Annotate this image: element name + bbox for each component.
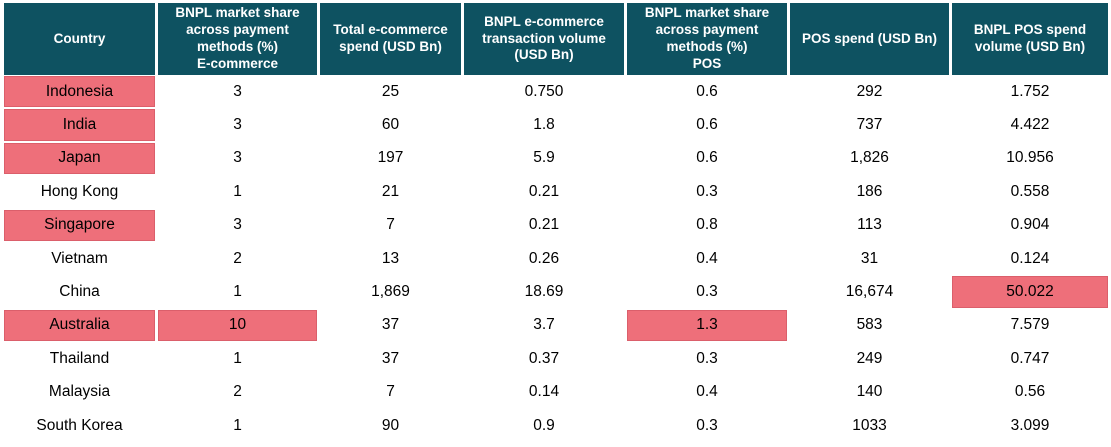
table-body: Indonesia 3 25 0.750 0.6 292 1.752 India 3 60 1.8 0…	[4, 75, 1108, 442]
value-cell: 0.26	[528, 249, 560, 267]
value-cell: 186	[856, 182, 883, 200]
table-row: Japan 3 197 5.9 0.6 1,826 10.956	[4, 142, 1108, 175]
value-cell: 197	[377, 149, 404, 167]
value-cell: 583	[856, 316, 883, 334]
value-cell: 7.579	[1010, 316, 1050, 334]
value-cell: 1	[233, 283, 242, 301]
value-cell: 7	[386, 383, 395, 401]
country-cell: Vietnam	[51, 249, 108, 267]
value-cell: 3.7	[533, 316, 555, 334]
value-cell: 0.21	[528, 216, 560, 234]
table-row: Hong Kong 1 21 0.21 0.3 186 0.558	[4, 175, 1108, 208]
value-cell: 0.6	[696, 82, 718, 100]
value-cell: 2	[233, 249, 242, 267]
value-cell: 18.69	[524, 283, 564, 301]
table-row: Thailand 1 37 0.37 0.3 249 0.747	[4, 342, 1108, 375]
table-row: Indonesia 3 25 0.750 0.6 292 1.752	[4, 75, 1108, 108]
column-header-bnpl-pos-spend-volume: BNPL POS spend volume (USD Bn)	[952, 3, 1108, 75]
column-header-pos-spend: POS spend (USD Bn)	[790, 3, 949, 75]
value-cell: 0.904	[1010, 216, 1050, 234]
value-cell: 16,674	[845, 283, 894, 301]
value-cell: 1.3	[627, 309, 787, 342]
table-row: South Korea 1 90 0.9 0.3 1033 3.099	[4, 409, 1108, 442]
value-cell: 0.9	[533, 416, 555, 434]
value-cell: 0.4	[696, 383, 718, 401]
value-cell: 60	[381, 116, 400, 134]
value-cell: 3	[233, 149, 242, 167]
table-header-row: Country BNPL market share across payment…	[4, 3, 1108, 75]
table-row: India 3 60 1.8 0.6 737 4.422	[4, 108, 1108, 141]
value-cell: 0.6	[696, 116, 718, 134]
country-cell: Malaysia	[48, 383, 111, 401]
value-cell: 2	[233, 383, 242, 401]
column-header-total-ecommerce-spend: Total e-commerce spend (USD Bn)	[320, 3, 461, 75]
country-cell: South Korea	[36, 416, 123, 434]
value-cell: 13	[381, 249, 400, 267]
column-header-country: Country	[4, 3, 155, 75]
value-cell: 292	[856, 82, 883, 100]
table-row: Malaysia 2 7 0.14 0.4 140 0.56	[4, 376, 1108, 409]
country-cell: Japan	[4, 142, 155, 175]
value-cell: 3	[233, 82, 242, 100]
value-cell: 37	[381, 316, 400, 334]
value-cell: 3.099	[1010, 416, 1050, 434]
value-cell: 1.752	[1010, 82, 1050, 100]
value-cell: 0.750	[524, 82, 564, 100]
value-cell: 1,869	[371, 283, 410, 301]
value-cell: 0.56	[1014, 383, 1046, 401]
value-cell: 0.3	[696, 349, 718, 367]
table-row: China 1 1,869 18.69 0.3 16,674 50.022	[4, 275, 1108, 308]
value-cell: 0.4	[696, 249, 718, 267]
column-header-bnpl-ecommerce-volume: BNPL e-commerce transaction volume (USD …	[464, 3, 624, 75]
column-header-bnpl-share-ecommerce: BNPL market share across payment methods…	[158, 3, 317, 75]
value-cell: 0.3	[696, 416, 718, 434]
country-cell: Australia	[4, 309, 155, 342]
country-cell: Singapore	[4, 209, 155, 241]
value-cell: 4.422	[1010, 116, 1050, 134]
table-row: Vietnam 2 13 0.26 0.4 31 0.124	[4, 242, 1108, 275]
value-cell: 0.3	[696, 283, 718, 301]
value-cell: 0.558	[1010, 182, 1050, 200]
value-cell: 1.8	[533, 116, 555, 134]
value-cell: 1	[233, 416, 242, 434]
value-cell: 0.21	[528, 182, 560, 200]
value-cell: 1	[233, 349, 242, 367]
value-cell: 7	[386, 216, 395, 234]
value-cell: 31	[860, 249, 879, 267]
value-cell: 0.8	[696, 216, 718, 234]
value-cell: 0.747	[1010, 349, 1050, 367]
value-cell: 140	[856, 383, 883, 401]
value-cell: 1033	[852, 416, 887, 434]
column-header-bnpl-share-pos: BNPL market share across payment methods…	[627, 3, 787, 75]
value-cell: 37	[381, 349, 400, 367]
table-row: Singapore 3 7 0.21 0.8 113 0.904	[4, 209, 1108, 242]
value-cell: 25	[381, 82, 400, 100]
country-cell: China	[59, 283, 100, 301]
value-cell: 0.124	[1010, 249, 1050, 267]
value-cell: 21	[381, 182, 400, 200]
country-cell: Thailand	[49, 349, 110, 367]
value-cell: 5.9	[533, 149, 555, 167]
country-cell: Indonesia	[4, 76, 155, 108]
value-cell: 737	[856, 116, 883, 134]
value-cell: 10	[158, 309, 317, 342]
value-cell: 1	[233, 182, 242, 200]
value-cell: 0.14	[528, 383, 560, 401]
value-cell: 90	[381, 416, 400, 434]
country-cell: Hong Kong	[40, 182, 119, 200]
value-cell: 0.37	[528, 349, 560, 367]
value-cell: 0.6	[696, 149, 718, 167]
table-row: Australia 10 37 3.7 1.3 583 7.579	[4, 309, 1108, 342]
value-cell: 50.022	[952, 276, 1108, 308]
value-cell: 3	[233, 116, 242, 134]
value-cell: 0.3	[696, 182, 718, 200]
bnpl-market-table: Country BNPL market share across payment…	[4, 3, 1108, 442]
country-cell: India	[4, 109, 155, 141]
value-cell: 249	[856, 349, 883, 367]
value-cell: 3	[233, 216, 242, 234]
value-cell: 10.956	[1006, 149, 1054, 167]
value-cell: 1,826	[850, 149, 889, 167]
value-cell: 113	[857, 216, 882, 234]
